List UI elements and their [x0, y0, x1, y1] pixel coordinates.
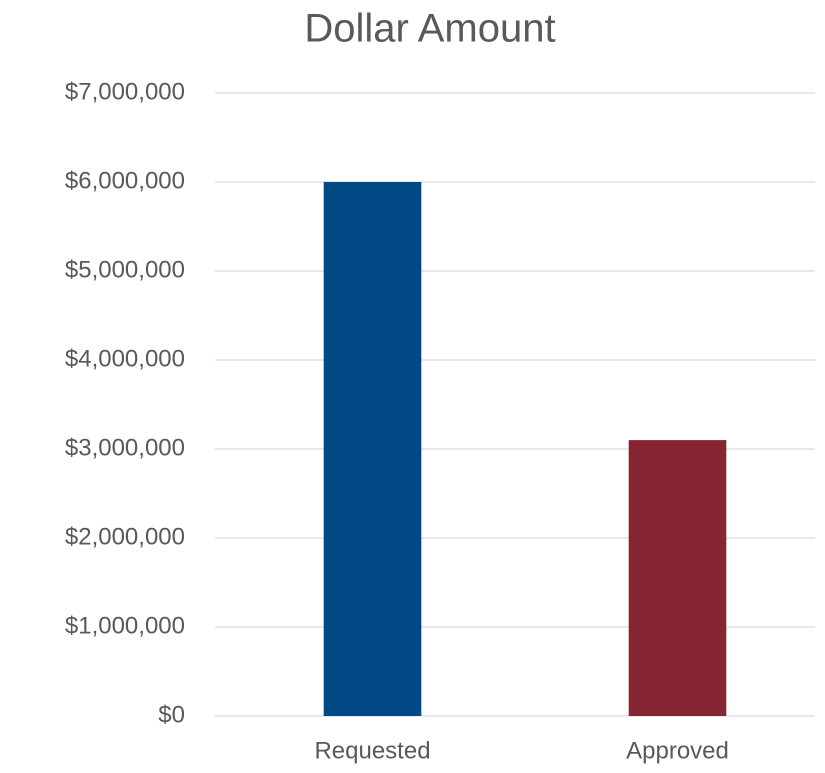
- chart-title: Dollar Amount: [304, 7, 555, 51]
- y-tick-label: $3,000,000: [65, 434, 185, 461]
- y-tick-label: $0: [158, 701, 185, 728]
- y-tick-label: $6,000,000: [65, 167, 185, 194]
- y-tick-label: $4,000,000: [65, 345, 185, 372]
- bar: [628, 440, 727, 716]
- y-tick-label: $5,000,000: [65, 256, 185, 283]
- bar: [323, 182, 422, 716]
- y-tick-label: $1,000,000: [65, 612, 185, 639]
- x-tick-label: Approved: [626, 737, 729, 764]
- y-tick-label: $2,000,000: [65, 523, 185, 550]
- y-tick-label: $7,000,000: [65, 78, 185, 105]
- x-tick-label: Requested: [314, 737, 430, 764]
